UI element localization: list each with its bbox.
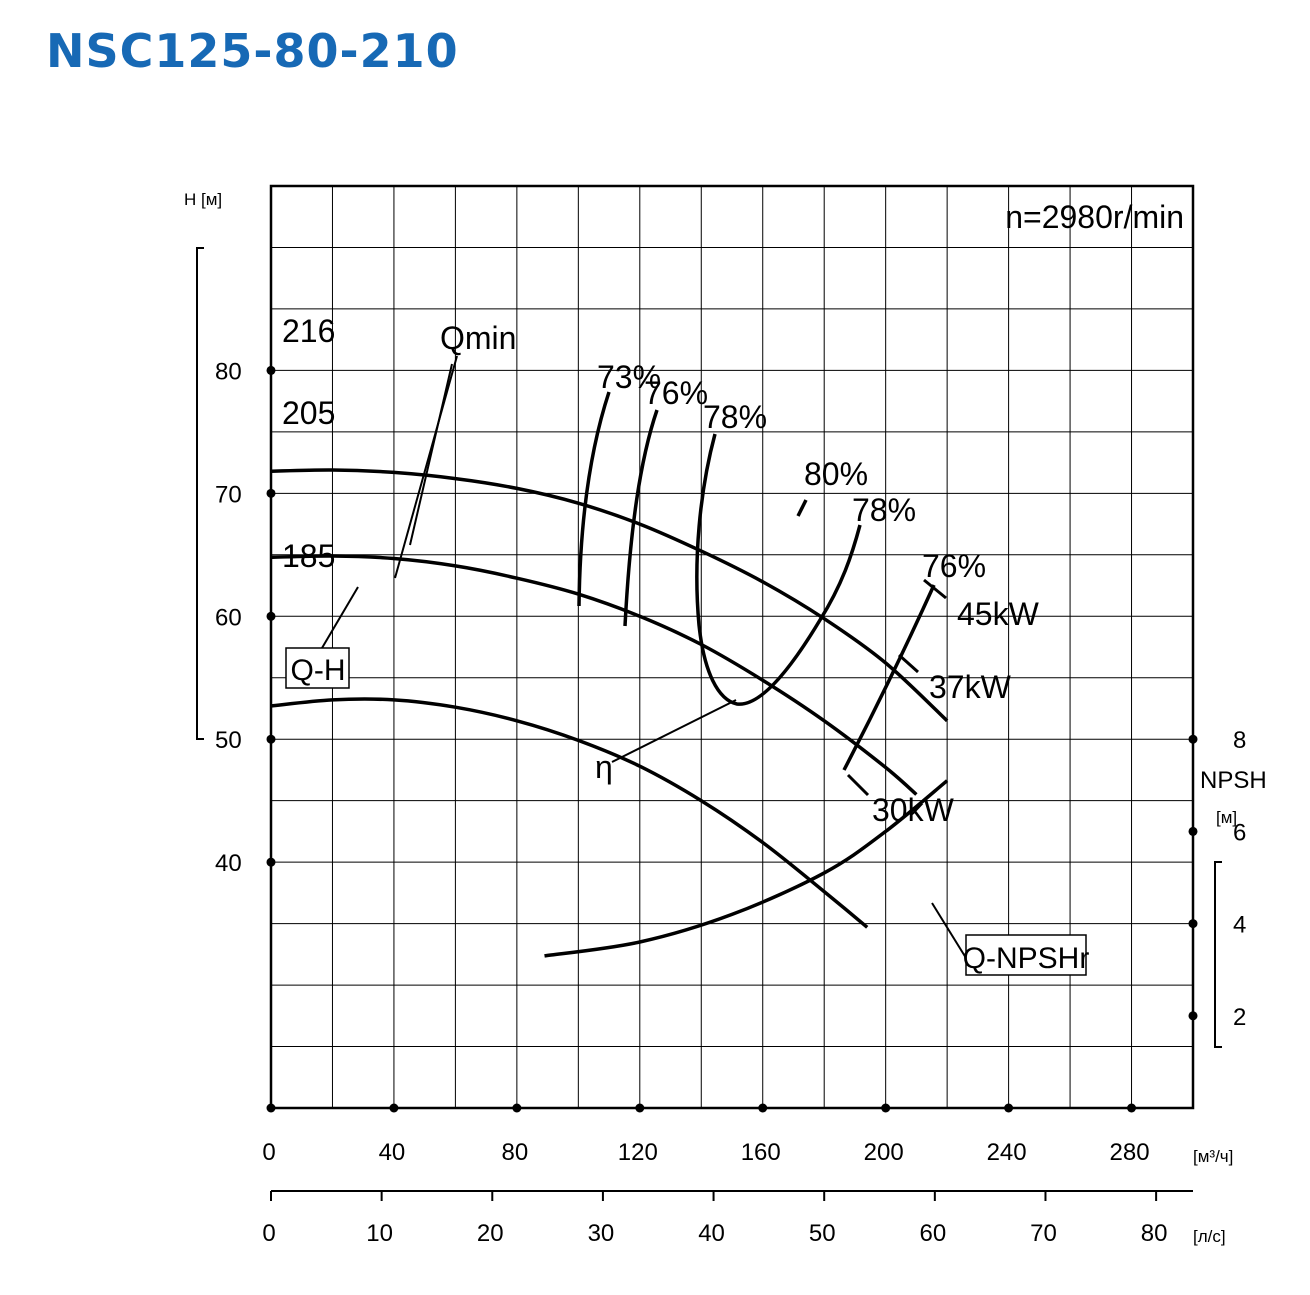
plot-frame (269, 184, 1195, 1110)
efficiency-label: 78% (852, 492, 916, 528)
head-tick-dot (266, 857, 276, 867)
qh-leader (321, 586, 359, 649)
curves (270, 391, 949, 958)
x-tick-dot (758, 1103, 768, 1113)
impeller-label-216: 216 (282, 313, 335, 349)
head-tick-label: 70 (215, 481, 242, 508)
head-tick-dot (266, 734, 276, 744)
npsh-axis-label: NPSH (1200, 767, 1267, 794)
efficiency-contour (842, 584, 936, 771)
eta-label: η (595, 749, 613, 785)
plot-border (269, 184, 1195, 1110)
x-tick-label-m3h: 120 (618, 1139, 658, 1166)
x-unit-ls: [л/с] (1193, 1227, 1226, 1246)
head-tick-label: 80 (215, 358, 242, 385)
qmin-leader (394, 355, 458, 579)
x-tick-label-m3h: 40 (379, 1139, 406, 1166)
efficiency-contour (577, 391, 611, 607)
efficiency-label: 76% (644, 375, 708, 411)
npsh-tick-label: 8 (1233, 727, 1246, 754)
qmin-leader-2 (409, 363, 453, 546)
npsh-tick-label: 2 (1233, 1004, 1246, 1031)
npsh-tick-dot (1188, 919, 1198, 929)
power-label: 37kW (929, 669, 1012, 705)
eta-leader (611, 699, 737, 763)
npsh-tick-dot (1188, 734, 1198, 744)
x-tick-label-m3h: 280 (1110, 1139, 1150, 1166)
x-tick-label-ls: 20 (477, 1220, 504, 1247)
head-axis-label: H [м] (184, 190, 222, 209)
power-marker-30kw (846, 773, 870, 797)
qh-box (285, 647, 350, 689)
x-tick-label-m3h: 80 (502, 1139, 529, 1166)
x-tick-label-ls: 30 (588, 1220, 615, 1247)
x-tick-label-ls: 10 (366, 1220, 393, 1247)
x-unit-m3h: [м³/ч] (1193, 1147, 1233, 1166)
power-label: 45kW (957, 596, 1040, 632)
efficiency-contour (796, 499, 808, 517)
npsh-tick-dot (1188, 1011, 1198, 1021)
x-tick-label-ls: 50 (809, 1220, 836, 1247)
efficiency-label: 80% (804, 456, 868, 492)
npsh-leader (931, 902, 967, 959)
power-marker-37kw (897, 653, 920, 674)
curve-216 (270, 468, 949, 723)
qmin-label: Qmin (440, 320, 516, 356)
speed-label: n=2980r/min (1005, 199, 1184, 235)
x-tick-label-ls: 80 (1141, 1220, 1168, 1247)
x-tick-label-m3h: 240 (987, 1139, 1027, 1166)
head-axis-bracket (196, 247, 204, 740)
npsh-tick-label: 4 (1233, 912, 1246, 939)
x-tick-label-m3h: 160 (741, 1139, 781, 1166)
head-tick-label: 40 (215, 850, 242, 877)
npsh-box (965, 934, 1087, 976)
annotations: n=2980r/min21620518573%76%78%80%78%76%45… (282, 199, 1184, 976)
x-tick-dot (635, 1103, 645, 1113)
power-label: 30kW (872, 792, 955, 828)
head-tick-dot (266, 488, 276, 498)
curve-205 (270, 554, 918, 796)
x-tick-dot (266, 1103, 276, 1113)
x-tick-label-ls: 40 (698, 1220, 725, 1247)
x-tick-label-m3h: 0 (262, 1139, 275, 1166)
x-tick-label-ls: 0 (262, 1220, 275, 1247)
impeller-label-205: 205 (282, 395, 335, 431)
qh-label: Q-H (291, 654, 346, 687)
efficiency-label: 78% (703, 399, 767, 435)
x-tick-label-ls: 70 (1030, 1220, 1057, 1247)
head-tick-dot (266, 365, 276, 375)
npsh-tick-label: 6 (1233, 819, 1246, 846)
grid (271, 186, 1193, 1108)
impeller-label-185: 185 (282, 538, 335, 574)
x-tick-dot (1127, 1103, 1137, 1113)
efficiency-contour (695, 433, 862, 706)
curve-185 (270, 697, 869, 929)
x-tick-dot (1004, 1103, 1014, 1113)
x-tick-dot (881, 1103, 891, 1113)
head-tick-label: 60 (215, 604, 242, 631)
power-marker-45kw (923, 578, 947, 600)
npsh-unit-label: [м] (1216, 808, 1237, 827)
npsh-axis-bracket (1214, 861, 1222, 1048)
efficiency-label: 76% (922, 548, 986, 584)
chart-title: NSC125-80-210 (46, 24, 459, 78)
efficiency-contour (623, 409, 659, 627)
x-tick-dot (512, 1103, 522, 1113)
x-tick-label-m3h: 200 (864, 1139, 904, 1166)
head-tick-dot (266, 611, 276, 621)
head-tick-label: 50 (215, 727, 242, 754)
x-tick-label-ls: 60 (919, 1220, 946, 1247)
npsh-tick-dot (1188, 826, 1198, 836)
efficiency-label: 73% (597, 359, 661, 395)
x-tick-dot (389, 1103, 399, 1113)
curve-q-npshr (544, 779, 949, 958)
npsh-curve-label: Q-NPSHr (963, 942, 1090, 975)
